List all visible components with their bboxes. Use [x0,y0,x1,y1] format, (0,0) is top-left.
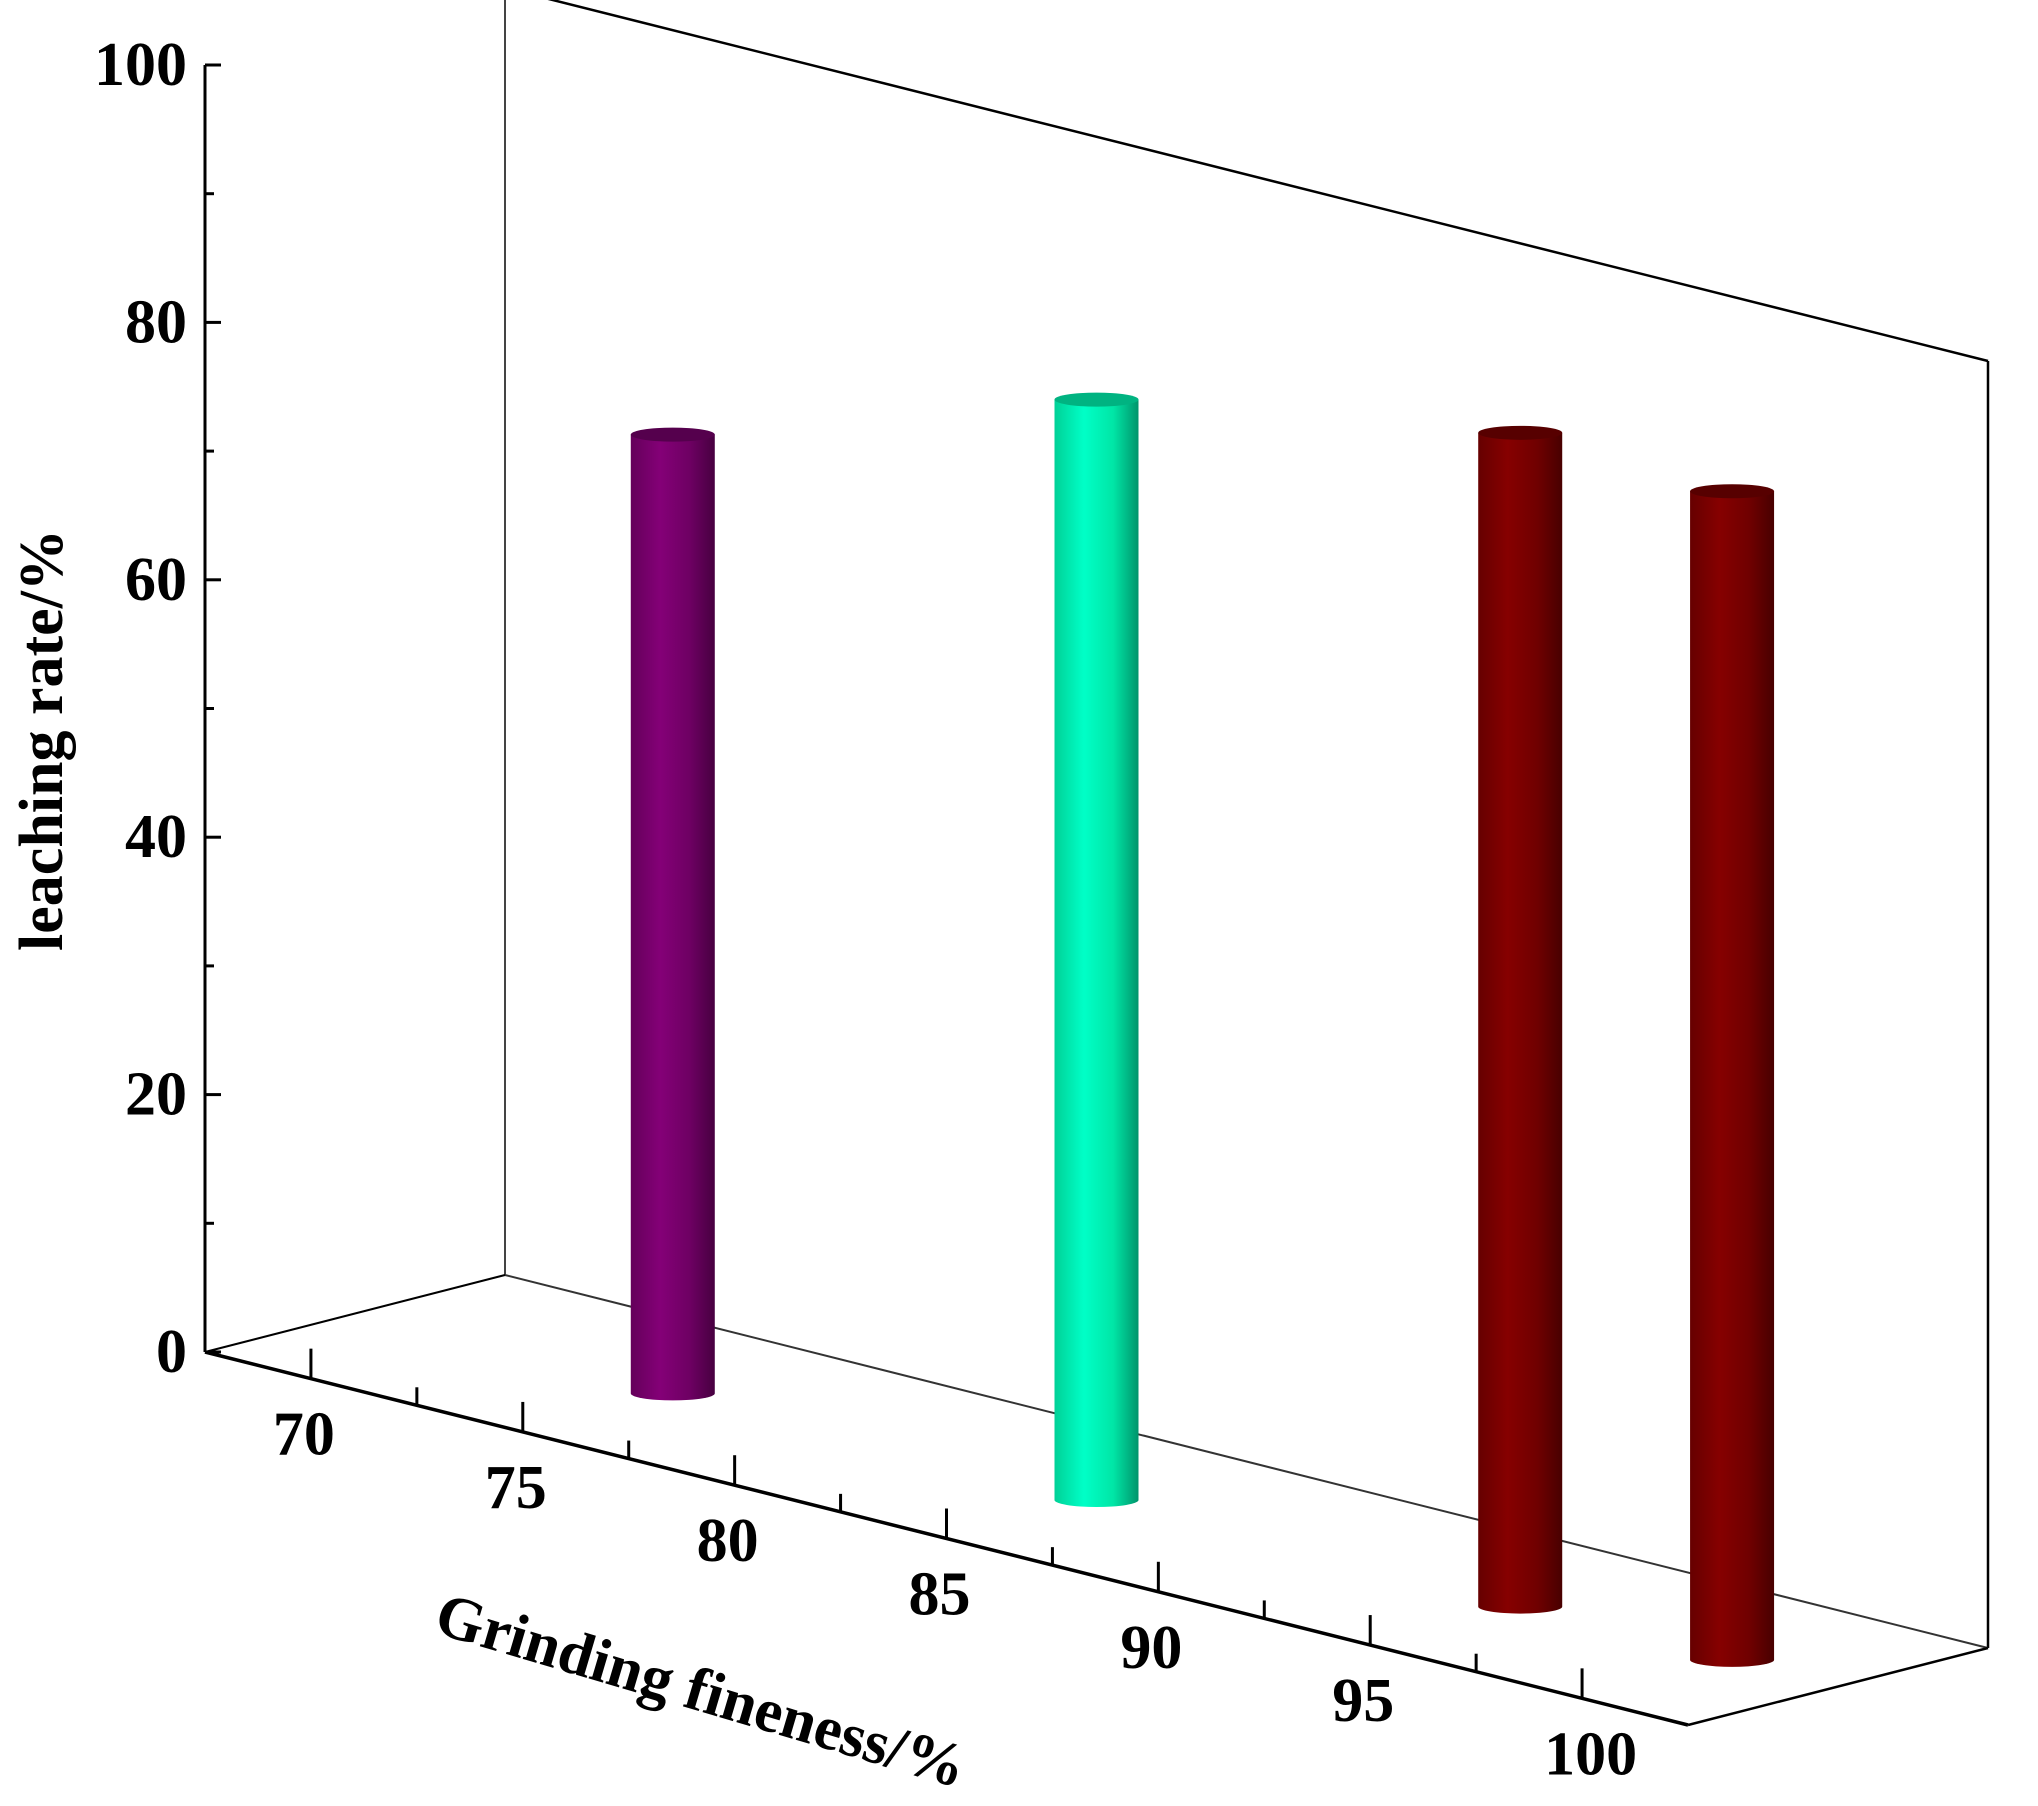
bar-top-100 [1690,484,1775,499]
back-top-edge [547,0,1989,363]
x-axis-title: Grinding fineness/% [428,1580,974,1801]
bar-top-85 [1054,392,1139,407]
floor-left-edge [204,1274,506,1353]
floor-right-edge [1687,1646,1989,1727]
bar-top-95 [1478,425,1563,440]
x-tick-label: 95 [1332,1667,1394,1735]
y-axis-title: leaching rate/% [8,529,76,951]
bar-top-75 [630,427,715,442]
y-tick-label: 0 [156,1318,187,1386]
x-tick-label: 80 [697,1507,759,1575]
x-tick-label: 100 [1544,1720,1637,1788]
x-tick-label: 75 [485,1454,547,1522]
bar-95 [1478,432,1563,1614]
y-tick-label: 80 [125,288,187,356]
y-tick-label: 100 [94,31,187,99]
x-tick-label: 70 [273,1401,335,1469]
x-tick-label: 85 [909,1561,971,1629]
bar-85 [1054,399,1139,1507]
bars-layer [630,392,1775,1667]
bar-100 [1690,491,1775,1667]
axes-layer: 0 20 40 60 80 100 70 75 80 85 90 95 100 [94,31,1689,1788]
y-tick-label: 60 [125,546,187,614]
bar-75 [630,434,715,1401]
x-tick-label: 90 [1120,1614,1182,1682]
y-tick-label: 20 [125,1061,187,1129]
y-tick-label: 40 [125,803,187,871]
